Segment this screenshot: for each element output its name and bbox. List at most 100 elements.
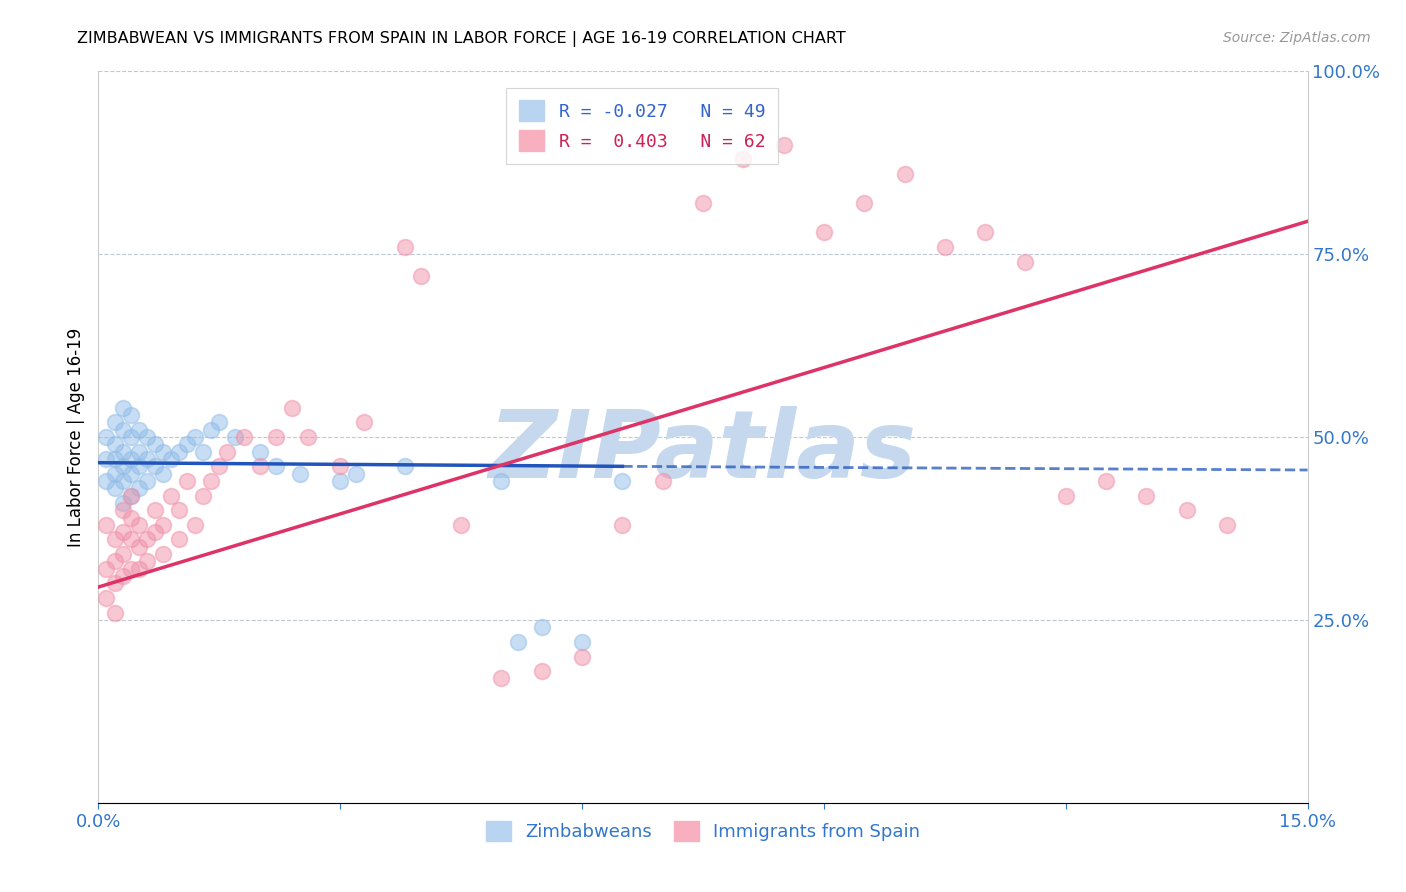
Point	[853, 196, 876, 211]
Point	[200, 423, 222, 437]
Point	[974, 225, 997, 239]
Point	[491, 474, 513, 488]
Point	[128, 517, 150, 532]
Point	[491, 672, 513, 686]
Point	[264, 430, 287, 444]
Point	[103, 437, 125, 451]
Point	[651, 474, 673, 488]
Point	[893, 167, 915, 181]
Point	[120, 467, 142, 481]
Point	[111, 525, 134, 540]
Point	[96, 430, 118, 444]
Point	[1216, 517, 1239, 532]
Point	[571, 649, 593, 664]
Y-axis label: In Labor Force | Age 16-19: In Labor Force | Age 16-19	[66, 327, 84, 547]
Point	[128, 540, 150, 554]
Point	[176, 437, 198, 451]
Point	[120, 452, 142, 467]
Point	[135, 533, 157, 547]
Point	[120, 408, 142, 422]
Point	[143, 503, 166, 517]
Point	[1054, 489, 1077, 503]
Point	[232, 430, 254, 444]
Point	[329, 459, 352, 474]
Point	[96, 517, 118, 532]
Point	[152, 444, 174, 458]
Point	[143, 459, 166, 474]
Point	[120, 489, 142, 503]
Point	[111, 474, 134, 488]
Point	[249, 459, 271, 474]
Point	[167, 533, 190, 547]
Point	[160, 452, 183, 467]
Point	[217, 444, 239, 458]
Point	[111, 496, 134, 510]
Point	[813, 225, 835, 239]
Point	[193, 489, 215, 503]
Point	[111, 569, 134, 583]
Point	[281, 401, 304, 415]
Point	[184, 517, 207, 532]
Point	[111, 423, 134, 437]
Point	[1175, 503, 1198, 517]
Point	[128, 459, 150, 474]
Point	[135, 430, 157, 444]
Point	[128, 444, 150, 458]
Point	[111, 401, 134, 415]
Point	[120, 489, 142, 503]
Point	[224, 430, 246, 444]
Point	[96, 562, 118, 576]
Point	[120, 430, 142, 444]
Point	[772, 137, 794, 152]
Point	[160, 489, 183, 503]
Point	[571, 635, 593, 649]
Point	[530, 620, 553, 634]
Point	[120, 510, 142, 524]
Point	[1135, 489, 1157, 503]
Point	[103, 467, 125, 481]
Point	[103, 416, 125, 430]
Point	[506, 635, 529, 649]
Point	[184, 430, 207, 444]
Point	[1014, 254, 1036, 268]
Point	[103, 576, 125, 591]
Point	[103, 533, 125, 547]
Point	[103, 452, 125, 467]
Point	[344, 467, 367, 481]
Point	[143, 525, 166, 540]
Point	[103, 554, 125, 568]
Point	[152, 467, 174, 481]
Point	[530, 664, 553, 678]
Point	[193, 444, 215, 458]
Point	[176, 474, 198, 488]
Point	[128, 481, 150, 495]
Point	[135, 554, 157, 568]
Point	[409, 269, 432, 284]
Point	[103, 481, 125, 495]
Point	[200, 474, 222, 488]
Point	[934, 240, 956, 254]
Point	[152, 517, 174, 532]
Point	[120, 533, 142, 547]
Point	[1095, 474, 1118, 488]
Point	[167, 444, 190, 458]
Point	[612, 474, 634, 488]
Point	[143, 437, 166, 451]
Point	[394, 459, 416, 474]
Point	[249, 444, 271, 458]
Point	[264, 459, 287, 474]
Point	[120, 562, 142, 576]
Point	[96, 474, 118, 488]
Point	[128, 423, 150, 437]
Point	[692, 196, 714, 211]
Point	[103, 606, 125, 620]
Point	[128, 562, 150, 576]
Text: Source: ZipAtlas.com: Source: ZipAtlas.com	[1223, 31, 1371, 45]
Point	[208, 459, 231, 474]
Point	[297, 430, 319, 444]
Point	[152, 547, 174, 561]
Point	[329, 474, 352, 488]
Point	[353, 416, 375, 430]
Point	[450, 517, 472, 532]
Point	[111, 547, 134, 561]
